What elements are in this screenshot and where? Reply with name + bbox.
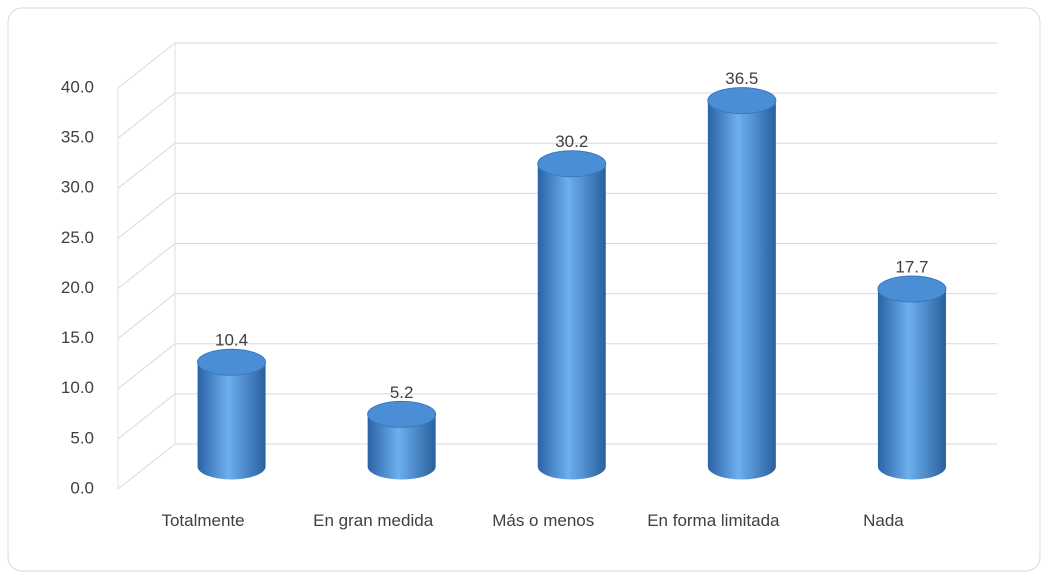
grid-line-side — [117, 443, 176, 490]
bar-body — [877, 289, 946, 480]
grid-line-side — [117, 42, 176, 89]
frame — [7, 7, 1041, 572]
y-tick-label: 25.0 — [61, 228, 94, 247]
grid-line-side — [117, 343, 176, 390]
grid-line-side — [117, 142, 176, 189]
data-label: 17.7 — [895, 258, 928, 277]
bar-top — [537, 150, 607, 178]
y-tick-label: 40.0 — [61, 77, 94, 96]
data-label: 10.4 — [215, 331, 248, 350]
x-tick-label: En forma limitada — [647, 511, 780, 530]
bar-body — [537, 163, 606, 480]
x-tick-label: Totalmente — [161, 511, 245, 530]
bar — [877, 275, 947, 480]
bar-body — [707, 100, 776, 480]
bar-top — [877, 275, 947, 303]
bar-top — [367, 400, 437, 428]
x-tick-label: Nada — [863, 511, 904, 530]
x-tick-label: En gran medida — [313, 511, 434, 530]
y-tick-label: 30.0 — [61, 178, 94, 197]
grid-line-side — [117, 92, 176, 139]
data-label: 36.5 — [725, 69, 758, 88]
y-tick-label: 15.0 — [61, 328, 94, 347]
y-tick-label: 20.0 — [61, 278, 94, 297]
bar-body — [197, 362, 266, 480]
y-tick-label: 10.0 — [61, 378, 94, 397]
y-tick-label: 5.0 — [70, 428, 94, 447]
data-label: 5.2 — [390, 383, 414, 402]
grid-line-side — [117, 293, 176, 340]
bar — [197, 348, 267, 480]
grid-line-side — [117, 393, 176, 440]
y-tick-label: 0.0 — [70, 478, 94, 497]
bar — [537, 150, 607, 480]
bar — [707, 87, 777, 480]
grid-line-side — [117, 192, 176, 239]
x-tick-label: Más o menos — [492, 511, 595, 530]
y-tick-label: 35.0 — [61, 128, 94, 147]
bar — [367, 400, 437, 480]
data-label: 30.2 — [555, 132, 588, 151]
grid-line-side — [117, 243, 176, 289]
bar-body — [367, 414, 436, 480]
bar-top — [197, 348, 267, 376]
bar-top — [707, 87, 777, 115]
